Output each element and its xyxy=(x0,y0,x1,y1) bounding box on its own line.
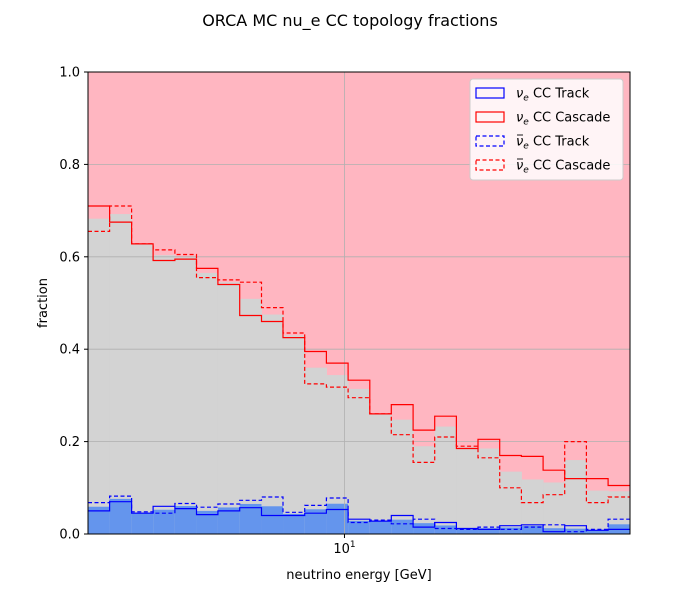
track-fill-bin xyxy=(413,523,436,534)
x-axis-ticks: 101 xyxy=(333,534,356,557)
y-tick-label: 0.4 xyxy=(59,343,80,358)
cascade-fill-bin xyxy=(369,413,392,534)
legend-entry-label: νe CC Cascade xyxy=(516,111,610,128)
cascade-fill-bin xyxy=(499,471,522,534)
track-fill-bin xyxy=(434,525,457,534)
cascade-fill-bin xyxy=(608,491,631,534)
track-fill-bin xyxy=(88,506,111,534)
cascade-fill-bin xyxy=(326,375,349,534)
legend-swatch xyxy=(475,135,505,147)
y-tick-label: 0.6 xyxy=(59,250,80,265)
y-axis-ticks: 0.0 0.2 0.4 0.6 0.8 1.0 xyxy=(59,66,88,543)
cascade-fill-bin xyxy=(348,388,371,534)
track-fill-bin xyxy=(109,498,133,534)
cascade-fill-bin xyxy=(434,426,457,534)
legend-swatch xyxy=(475,111,505,123)
y-tick-label: 0.8 xyxy=(59,158,80,173)
step-histogram-lines xyxy=(88,205,630,533)
track-fill-bin xyxy=(478,528,501,534)
track-fill-bin xyxy=(391,519,414,534)
track-fill-bin xyxy=(499,527,522,534)
plot-frame xyxy=(87,71,631,535)
legend-swatch xyxy=(475,159,505,171)
legend: νe CC Track νe CC Cascade νe CC Track νe CC… xyxy=(469,78,624,181)
cascade-fill-bin xyxy=(217,282,241,534)
step-line-series-3 xyxy=(88,205,630,504)
cascade-fill-bin xyxy=(174,256,197,534)
track-fill-bin xyxy=(348,520,371,534)
cascade-fill-bin xyxy=(261,314,284,534)
track-fill-bin xyxy=(586,529,609,534)
track-fill-bin xyxy=(131,512,154,534)
step-line-series-1 xyxy=(88,205,630,487)
legend-swatch xyxy=(475,87,505,99)
cascade-fill-bin xyxy=(283,335,306,534)
cascade-fill-bin xyxy=(304,367,327,534)
cascade-fill-bin xyxy=(564,460,587,534)
step-line-series-2 xyxy=(88,495,630,533)
y-tick-label: 0.0 xyxy=(59,528,80,543)
cascade-fill-bin xyxy=(109,214,133,534)
cascade-fill-bin xyxy=(131,243,154,534)
legend-box xyxy=(469,78,624,181)
track-fill-bin xyxy=(153,509,176,534)
cascade-fill-bin xyxy=(543,482,566,534)
track-fill-bin xyxy=(174,506,197,534)
x-tick-label: 101 xyxy=(333,540,355,557)
cascade-fill-bin xyxy=(456,447,479,534)
cascade-fill-bin xyxy=(478,448,501,534)
y-tick-label: 1.0 xyxy=(59,66,80,81)
cascade-fill-bin xyxy=(521,479,544,534)
track-fill-bin xyxy=(521,525,544,534)
legend-entry-label: νe CC Track xyxy=(516,135,590,152)
track-fill-bin xyxy=(326,503,349,534)
cascade-fill-bin xyxy=(586,490,609,534)
track-fill-bin xyxy=(283,513,306,534)
cascade-fill-bin xyxy=(239,298,262,534)
cascade-fill-bin xyxy=(153,255,176,535)
cascade-fill-bin xyxy=(391,419,414,534)
track-fill-bin xyxy=(304,509,327,534)
y-tick-label: 0.2 xyxy=(59,435,80,450)
track-fill-bin xyxy=(239,503,262,534)
cascade-fill-bin xyxy=(88,218,111,534)
y-axis-label: fraction xyxy=(36,278,51,328)
track-fill-bin xyxy=(369,520,392,534)
x-axis-label: neutrino energy [GeV] xyxy=(286,568,431,583)
legend-entry-label: νe CC Cascade xyxy=(516,159,610,176)
cascade-fill-bin xyxy=(196,272,219,534)
track-fill-bin xyxy=(456,528,479,534)
track-fill-bin xyxy=(261,506,284,534)
legend-entry-label: νe CC Track xyxy=(516,87,590,104)
track-fill-bin xyxy=(196,510,219,534)
cascade-fill-bin xyxy=(413,446,436,534)
chart-title: ORCA MC nu_e CC topology fractions xyxy=(202,11,498,31)
track-fill-bin xyxy=(217,507,241,534)
